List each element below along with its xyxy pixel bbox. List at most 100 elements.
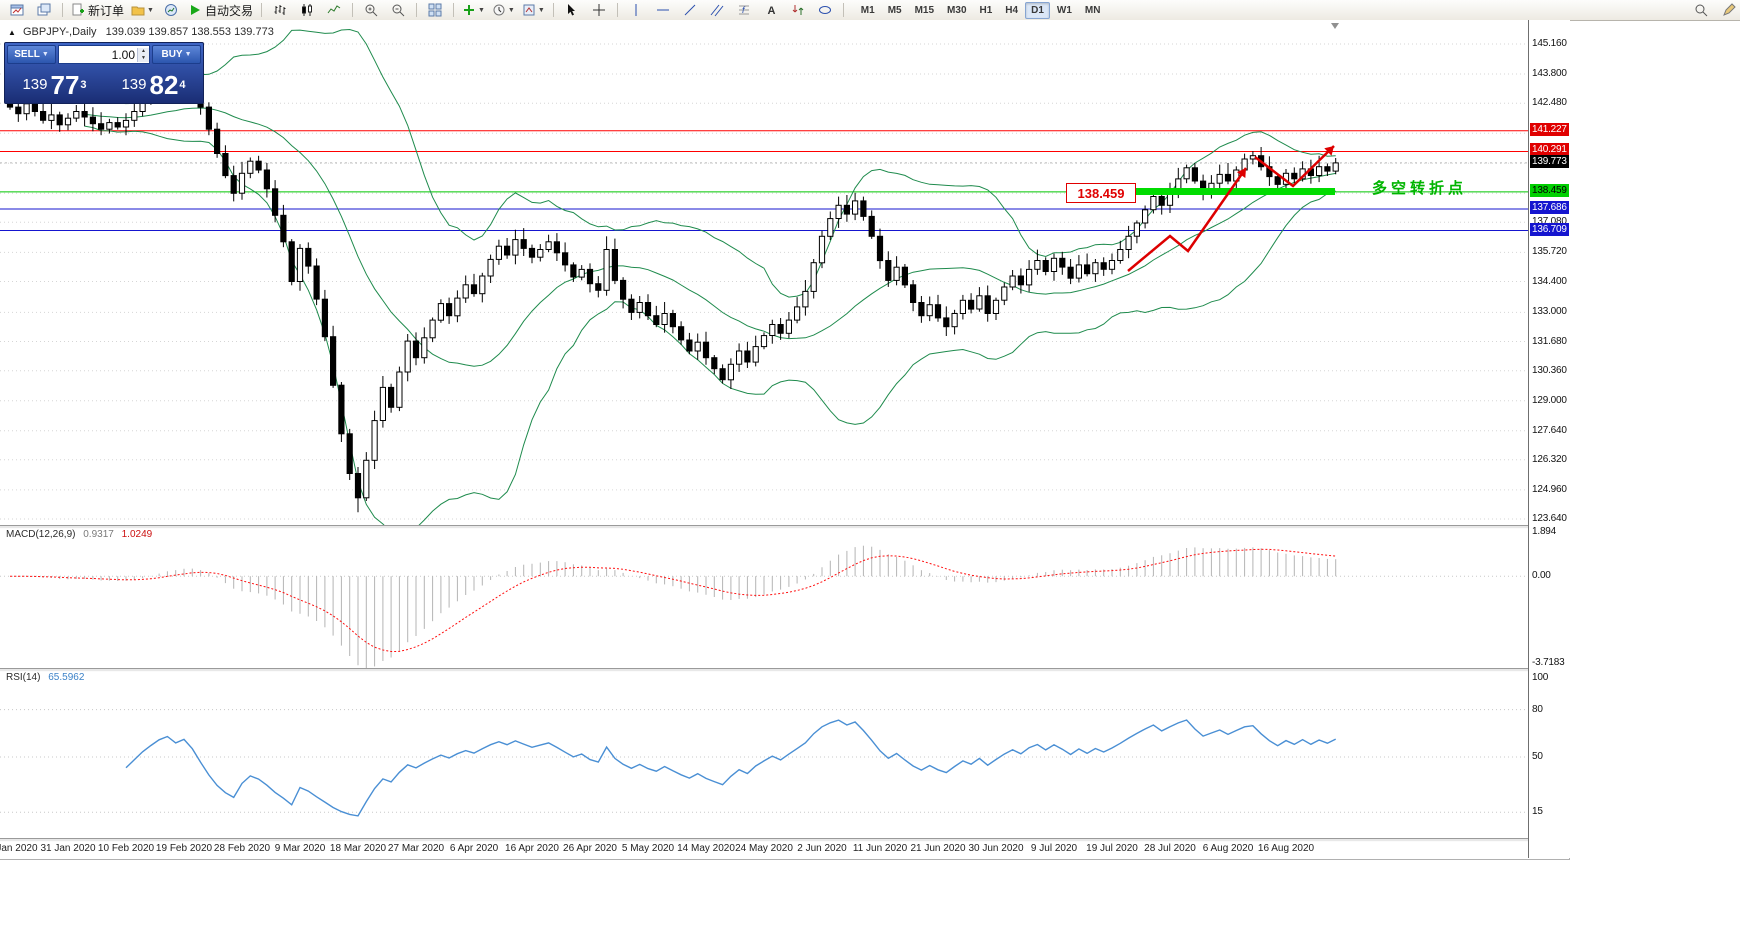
dropdown-caret-icon: ▼ [41,51,49,58]
new-chart-button[interactable] [4,0,30,20]
volume-field[interactable]: ▲ ▼ [58,45,150,64]
cursor-tool-button[interactable] [559,0,585,20]
date-label: 6 Aug 2020 [1202,843,1254,854]
timeframe-group: M1 M5 M15 M30 H1 H4 D1 W1 MN [855,1,1107,19]
new-order-button[interactable]: 新订单 [68,0,127,20]
date-label: 19 Feb 2020 [155,843,213,854]
autotrading-button[interactable]: 自动交易 [185,0,256,20]
crosshair-icon [592,4,605,16]
autotrading-play-icon [190,5,200,15]
candlestick-mode-button[interactable] [294,0,320,20]
trade-panel-prices: 139 77 3 139 82 4 [5,64,203,103]
vertical-line-icon [635,4,637,16]
vertical-line-tool-button[interactable] [623,0,649,20]
date-label: 16 Aug 2020 [1257,843,1315,854]
symbol-search-button[interactable] [1688,0,1714,20]
shapes-tool-button[interactable] [812,0,838,20]
line-chart-mode-button[interactable] [321,0,347,20]
support-zone-line[interactable] [1135,188,1335,195]
fibonacci-tool-button[interactable]: f [731,0,757,20]
trendline-tool-button[interactable] [677,0,703,20]
horizontal-line-tool-button[interactable] [650,0,676,20]
rsi-axis-label: 15 [1532,806,1543,818]
chart-window[interactable]: ▲ GBPJPY-,Daily 139.039 139.857 138.553 … [0,20,1570,860]
buy-price-big-figure: 139 [121,76,147,93]
indicators-list-button[interactable] [158,0,184,20]
timeframe-button-m30[interactable]: M30 [947,4,967,16]
price-chart-canvas[interactable] [0,20,1528,525]
timeframe-button-mn[interactable]: MN [1084,4,1101,16]
candlestick-icon [301,4,312,16]
volume-input[interactable] [59,46,137,63]
arrows-tool-button[interactable] [785,0,811,20]
cursor-icon [567,4,575,16]
price-axis-label: 129.000 [1532,394,1567,406]
profiles-button[interactable]: ▼ [128,0,157,20]
panel-separator[interactable] [0,838,1569,842]
text-tool-button[interactable]: A [758,0,784,20]
line-chart-icon [327,5,341,14]
crosshair-tool-button[interactable] [586,0,612,20]
macd-value-signal: 1.0249 [121,529,153,540]
toolbar-separator [415,3,417,17]
price-axis[interactable]: 145.160 143.800 142.480 137.080 135.720 134.4… [1528,20,1570,858]
rsi-value: 65.5962 [48,672,85,683]
chart-title-line: ▲ GBPJPY-,Daily 139.039 139.857 138.553 … [8,26,274,38]
price-axis-label: 142.480 [1532,97,1567,109]
price-axis-label: 133.000 [1532,306,1567,318]
date-label: 21 Jun 2020 [910,843,966,854]
periods-button[interactable]: ▼ [489,0,518,20]
buy-price[interactable]: 139 82 4 [104,64,203,103]
support-price-flag[interactable]: 138.459 [1066,183,1136,203]
rsi-panel-canvas[interactable] [0,670,1528,838]
zoom-in-button[interactable] [358,0,384,20]
price-axis-label: 137.080 [1532,216,1567,227]
templates-button[interactable]: ▼ [519,0,548,20]
price-axis-label: 143.800 [1532,68,1567,80]
timeframe-button-m15[interactable]: M15 [914,4,935,16]
macd-label-line: MACD(12,26,9) 0.9317 1.0249 [6,529,152,540]
price-axis-label: 124.960 [1532,483,1567,495]
channel-tool-button[interactable] [704,0,730,20]
date-label: 30 Jun 2020 [968,843,1024,854]
volume-down-button[interactable]: ▼ [138,54,149,62]
turning-point-note[interactable]: 多空转折点 [1372,180,1468,197]
add-indicator-button[interactable]: ▼ [459,0,488,20]
date-label: 9 Mar 2020 [274,843,326,854]
tile-windows-button[interactable] [422,0,448,20]
toolbar-separator [616,3,618,17]
template-icon [523,4,535,16]
macd-panel-canvas[interactable] [0,527,1528,668]
volume-up-button[interactable]: ▲ [138,47,149,55]
quick-edit-button[interactable] [1716,0,1740,20]
sell-price[interactable]: 139 77 3 [5,64,104,103]
bar-chart-mode-button[interactable] [267,0,293,20]
timeframe-button-h4[interactable]: H4 [1005,4,1019,16]
price-axis-label: 131.680 [1532,335,1567,347]
macd-axis-label: -3.7183 [1532,657,1565,668]
date-label: 27 Mar 2020 [387,843,445,854]
add-indicator-plus-icon [463,5,474,15]
chart-profiles-window-button[interactable] [31,0,57,20]
panel-separator[interactable] [0,668,1569,672]
timeframe-button-m1[interactable]: M1 [860,4,875,16]
buy-button[interactable]: BUY ▼ [152,45,201,64]
date-label: 14 May 2020 [677,843,735,854]
macd-label: MACD(12,26,9) [6,529,76,540]
price-axis-label: 134.400 [1532,275,1567,287]
panel-separator[interactable] [0,525,1569,529]
dropdown-caret-icon: ▼ [507,6,515,14]
buy-price-pips: 82 [149,69,179,100]
zoom-out-button[interactable] [385,0,411,20]
timeframe-button-m5[interactable]: M5 [887,4,902,16]
timeframe-button-h1[interactable]: H1 [979,4,993,16]
price-axis-label: 145.160 [1532,38,1567,49]
date-label: 19 Jul 2020 [1086,843,1138,854]
collapse-panel-icon[interactable]: ▲ [8,28,16,37]
timeframe-button-w1[interactable]: W1 [1056,4,1072,16]
volume-spinner: ▲ ▼ [137,47,149,62]
new-order-label: 新订单 [88,3,125,18]
timeframe-button-d1[interactable]: D1 [1025,1,1050,19]
sell-button[interactable]: SELL ▼ [7,45,56,64]
